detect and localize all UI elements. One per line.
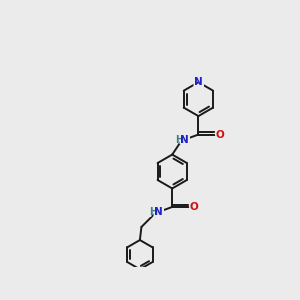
Text: H: H [149,207,157,217]
Text: O: O [189,202,198,212]
Text: N: N [152,205,165,220]
Text: N: N [154,207,163,217]
Text: H: H [147,205,159,220]
Text: O: O [187,200,200,214]
Text: N: N [192,75,205,90]
Text: N: N [180,135,189,145]
Text: O: O [216,130,224,140]
Text: H: H [175,135,183,145]
Text: O: O [213,127,227,142]
Text: H: H [173,133,185,148]
Text: N: N [178,133,191,148]
Text: N: N [194,77,203,87]
